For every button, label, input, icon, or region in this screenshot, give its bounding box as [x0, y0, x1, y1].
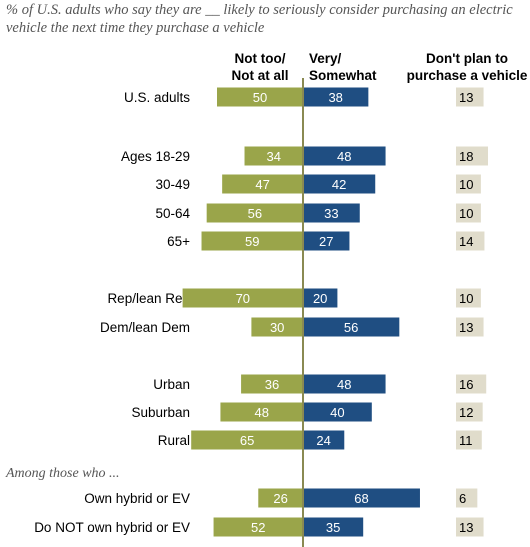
- value-label-likely: 48: [337, 149, 351, 164]
- bar-not-likely: [213, 517, 303, 537]
- bar-likely: [303, 203, 360, 223]
- bar-likely: [303, 87, 369, 107]
- value-label-not-likely: 47: [255, 177, 269, 192]
- no-plan-box: [456, 317, 484, 337]
- category-label: 30-49: [155, 177, 190, 192]
- no-plan-box: [456, 488, 478, 508]
- no-plan-box: [456, 374, 487, 394]
- value-label-no-plan: 13: [459, 320, 473, 335]
- bar-not-likely: [201, 231, 303, 251]
- value-label-not-likely: 36: [265, 377, 279, 392]
- category-label: Urban: [153, 377, 190, 392]
- value-label-likely: 38: [328, 90, 342, 105]
- bar-not-likely: [220, 402, 303, 422]
- no-plan-box: [456, 288, 481, 308]
- value-label-not-likely: 59: [245, 234, 259, 249]
- value-label-likely: 56: [344, 320, 358, 335]
- bar-not-likely: [241, 374, 303, 394]
- value-label-no-plan: 14: [459, 234, 473, 249]
- category-label: Suburban: [131, 405, 190, 420]
- value-label-not-likely: 50: [253, 90, 267, 105]
- value-label-no-plan: 10: [459, 206, 473, 221]
- section-label: Among those who ...: [6, 466, 120, 481]
- value-label-not-likely: 30: [270, 320, 284, 335]
- value-label-likely: 40: [330, 405, 344, 420]
- header-no-plan-line2: purchase a vehicle: [406, 68, 528, 83]
- bar-likely: [303, 174, 376, 194]
- bar-not-likely: [217, 87, 303, 107]
- value-label-no-plan: 6: [459, 491, 466, 506]
- value-label-no-plan: 11: [459, 433, 473, 448]
- header-no-plan-line1: Don't plan to: [426, 51, 508, 66]
- bar-likely: [303, 430, 345, 450]
- category-label: Rural: [158, 433, 190, 448]
- no-plan-box: [456, 174, 481, 194]
- value-label-not-likely: 48: [254, 405, 268, 420]
- no-plan-box: [456, 231, 485, 251]
- value-label-likely: 35: [326, 520, 340, 535]
- bar-likely: [303, 317, 400, 337]
- category-label: Rep/lean Rep: [107, 291, 190, 306]
- category-label: Ages 18-29: [121, 149, 190, 164]
- bar-not-likely: [191, 430, 303, 450]
- bar-not-likely: [258, 488, 303, 508]
- bar-likely: [303, 402, 372, 422]
- value-label-likely: 48: [337, 377, 351, 392]
- category-label: 65+: [167, 234, 190, 249]
- header-no-plan: Don't plan to purchase a vehicle: [404, 50, 530, 84]
- value-label-no-plan: 10: [459, 291, 473, 306]
- value-label-no-plan: 18: [459, 149, 473, 164]
- category-label: Own hybrid or EV: [84, 491, 190, 506]
- value-label-likely: 24: [316, 433, 330, 448]
- value-label-likely: 68: [354, 491, 368, 506]
- bar-likely: [303, 517, 364, 537]
- bar-likely: [303, 288, 338, 308]
- bar-likely: [303, 374, 386, 394]
- header-likely-line1: Very/: [309, 51, 342, 66]
- no-plan-box: [456, 203, 481, 223]
- value-label-not-likely: 52: [251, 520, 265, 535]
- value-label-not-likely: 26: [273, 491, 287, 506]
- no-plan-box: [456, 402, 483, 422]
- header-likely-line2: Somewhat: [309, 68, 377, 83]
- bar-not-likely: [251, 317, 303, 337]
- bar-not-likely: [206, 203, 303, 223]
- header-not-likely: Not too/ Not at all: [216, 50, 304, 84]
- bar-not-likely: [244, 146, 303, 166]
- header-not-likely-line1: Not too/: [234, 51, 286, 66]
- no-plan-box: [456, 430, 482, 450]
- value-label-likely: 27: [319, 234, 333, 249]
- bar-likely: [303, 231, 350, 251]
- value-label-likely: 42: [332, 177, 346, 192]
- bar-not-likely: [182, 288, 303, 308]
- value-label-not-likely: 65: [240, 433, 254, 448]
- value-label-no-plan: 12: [459, 405, 473, 420]
- value-label-not-likely: 70: [236, 291, 250, 306]
- bar-likely: [303, 146, 386, 166]
- no-plan-box: [456, 146, 488, 166]
- no-plan-box: [456, 517, 484, 537]
- bar-not-likely: [222, 174, 303, 194]
- value-label-no-plan: 13: [459, 520, 473, 535]
- bar-likely: [303, 488, 420, 508]
- category-label: Dem/lean Dem: [100, 320, 190, 335]
- category-label: U.S. adults: [124, 90, 190, 105]
- header-not-likely-line2: Not at all: [231, 68, 289, 83]
- chart-subtitle: % of U.S. adults who say they are __ lik…: [6, 2, 513, 36]
- value-label-likely: 20: [313, 291, 327, 306]
- value-label-not-likely: 56: [248, 206, 262, 221]
- category-label: 50-64: [155, 206, 190, 221]
- no-plan-box: [456, 87, 484, 107]
- value-label-no-plan: 16: [459, 377, 473, 392]
- header-likely: Very/ Somewhat: [309, 50, 399, 84]
- category-label: Do NOT own hybrid or EV: [34, 520, 190, 535]
- value-label-not-likely: 34: [267, 149, 281, 164]
- value-label-likely: 33: [324, 206, 338, 221]
- value-label-no-plan: 13: [459, 90, 473, 105]
- value-label-no-plan: 10: [459, 177, 473, 192]
